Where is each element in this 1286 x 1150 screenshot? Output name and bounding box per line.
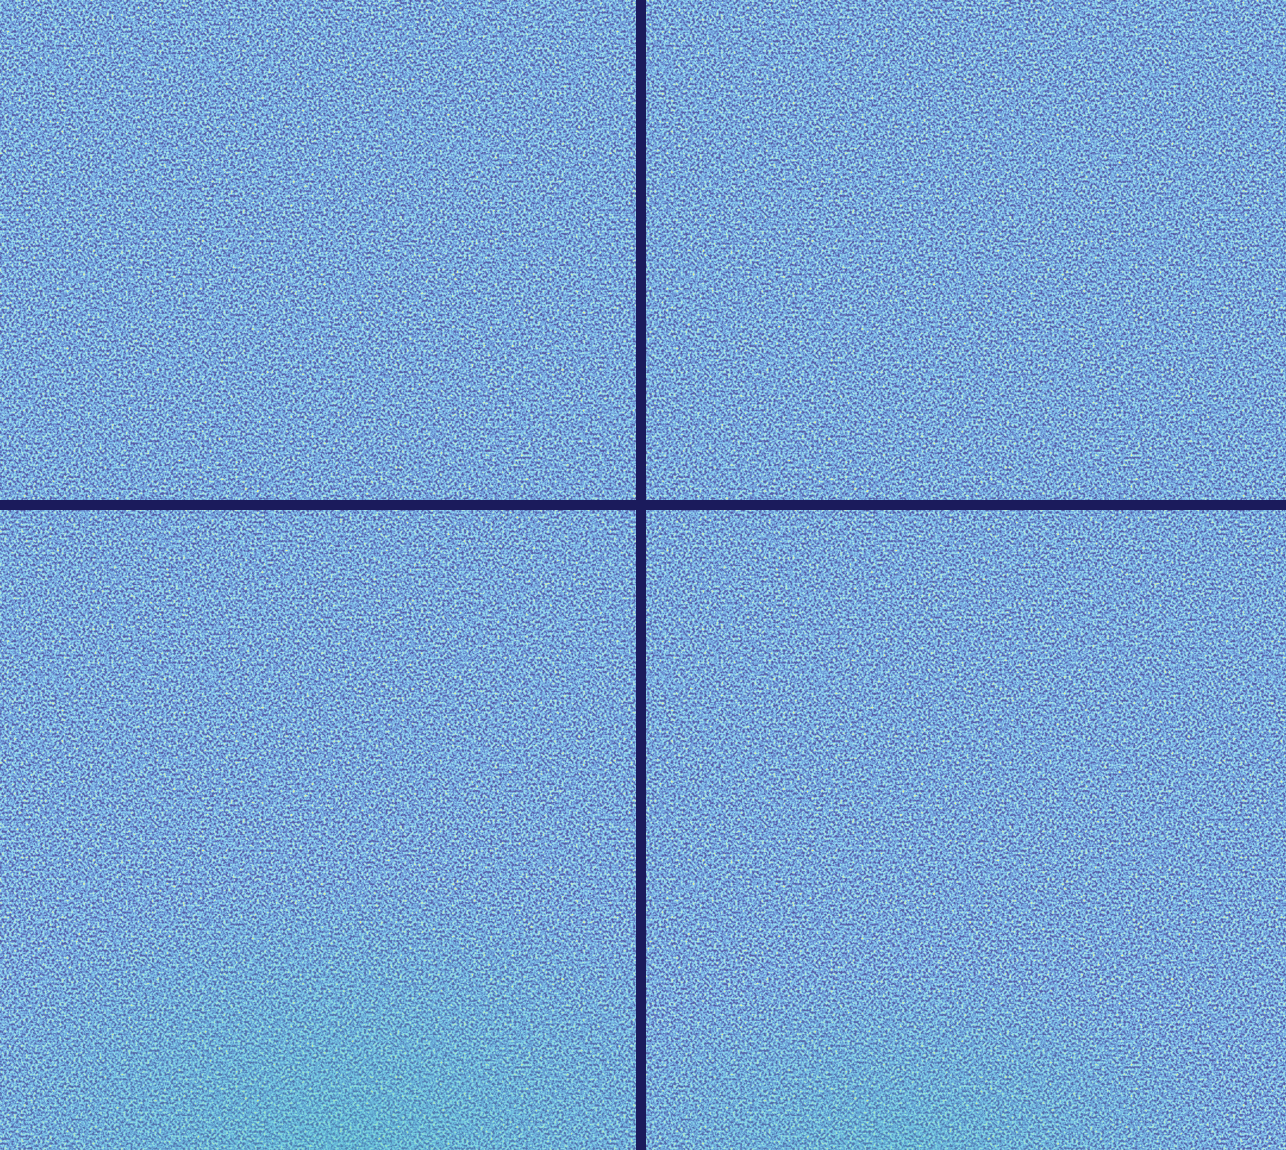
intensity-glow (0, 760, 636, 1150)
module-top-left (0, 0, 636, 500)
module-top-right (646, 5, 1286, 500)
module-gap-horizontal (0, 500, 1286, 510)
module-gap-vertical (636, 0, 646, 1150)
intensity-glow (646, 820, 1286, 1150)
